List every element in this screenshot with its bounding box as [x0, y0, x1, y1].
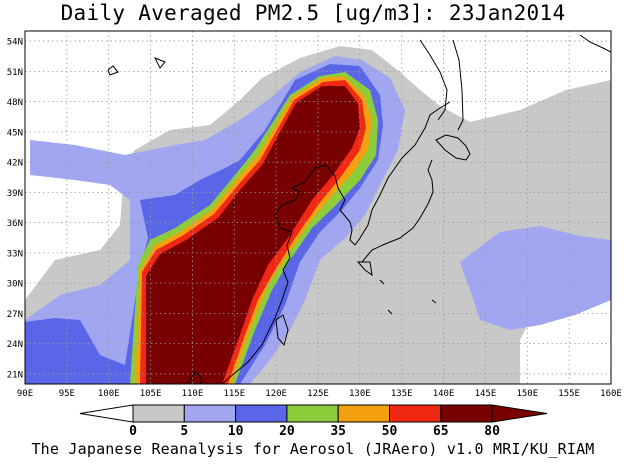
lon-tick-label: 95E: [59, 389, 75, 399]
japan-hokkaido: [435, 134, 471, 161]
credit-line: The Japanese Reanalysis for Aerosol (JRA…: [31, 440, 595, 458]
colorbar-segment: [286, 404, 339, 423]
plot-frame: [24, 30, 612, 385]
colorbar-level-label: 50: [382, 424, 398, 439]
lon-tick-label: 100E: [98, 389, 120, 399]
lat-tick-label: 48N: [7, 98, 23, 108]
graticule: [25, 31, 611, 384]
lake-baikal: [107, 65, 119, 76]
lon-tick-label: 140E: [433, 389, 455, 399]
lon-tick-label: 150E: [516, 389, 538, 399]
lat-tick-label: 33N: [7, 249, 23, 259]
map-title: Daily Averaged PM2.5 [ug/m3]: 23Jan2014: [60, 1, 566, 25]
japan-kyushu: [356, 261, 373, 277]
lat-tick-label: 27N: [7, 310, 23, 320]
lon-tick-label: 155E: [558, 389, 580, 399]
colorbar-segment: [132, 404, 185, 423]
colorbar: 0 5 10 20 35 50 65 80: [79, 404, 548, 439]
colorbar-level-label: 0: [129, 424, 137, 439]
colorbar-level-label: 5: [180, 424, 188, 439]
lon-tick-label: 105E: [140, 389, 162, 399]
longitude-labels: 90E 95E 100E 105E 110E 115E 120E 125E 130E 135E 14…: [17, 389, 622, 399]
colorbar-segment: [440, 404, 493, 423]
russia-coast: [419, 39, 448, 121]
colorbar-segment: [491, 404, 548, 423]
lat-tick-label: 24N: [7, 340, 23, 350]
lat-tick-label: 30N: [7, 280, 23, 290]
lon-tick-label: 135E: [391, 389, 413, 399]
okhotsk-isle: [153, 57, 166, 69]
lat-tick-label: 51N: [7, 68, 23, 78]
lon-tick-label: 130E: [349, 389, 371, 399]
japan-honshu: [361, 159, 434, 263]
taiwan: [275, 314, 289, 347]
kamchatka-coast: [579, 34, 611, 53]
colorbar-segment: [79, 404, 134, 423]
latitude-labels: 21N 24N 27N 30N 33N 36N 39N 42N 45N 48N 51N 54N: [7, 38, 23, 381]
lat-tick-label: 39N: [7, 189, 23, 199]
lon-tick-label: 125E: [307, 389, 329, 399]
lon-tick-label: 145E: [475, 389, 497, 399]
lon-tick-label: 115E: [223, 389, 245, 399]
hainan: [186, 371, 203, 384]
concentration-field: [25, 46, 611, 384]
colorbar-level-label: 35: [330, 424, 346, 439]
lat-tick-label: 36N: [7, 219, 23, 229]
colorbar-segment: [183, 404, 237, 423]
lat-tick-label: 45N: [7, 128, 23, 138]
band-80-plus: [146, 86, 360, 384]
colorbar-level-label: 10: [228, 424, 244, 439]
small-islands: [379, 279, 437, 315]
sakhalin: [452, 39, 464, 131]
colorbar-segment: [389, 404, 442, 423]
lon-tick-label: 90E: [17, 389, 33, 399]
lon-tick-label: 160E: [600, 389, 622, 399]
lat-tick-label: 42N: [7, 159, 23, 169]
lon-tick-label: 110E: [182, 389, 204, 399]
colorbar-level-label: 80: [484, 424, 500, 439]
colorbar-segment: [235, 404, 288, 423]
china-coast: [221, 101, 451, 384]
coastlines: [107, 34, 611, 384]
lat-tick-label: 21N: [7, 370, 23, 380]
colorbar-level-label: 65: [433, 424, 449, 439]
lat-tick-label: 54N: [7, 38, 23, 48]
colorbar-level-label: 20: [279, 424, 295, 439]
lon-tick-label: 120E: [265, 389, 287, 399]
colorbar-segment: [337, 404, 391, 423]
